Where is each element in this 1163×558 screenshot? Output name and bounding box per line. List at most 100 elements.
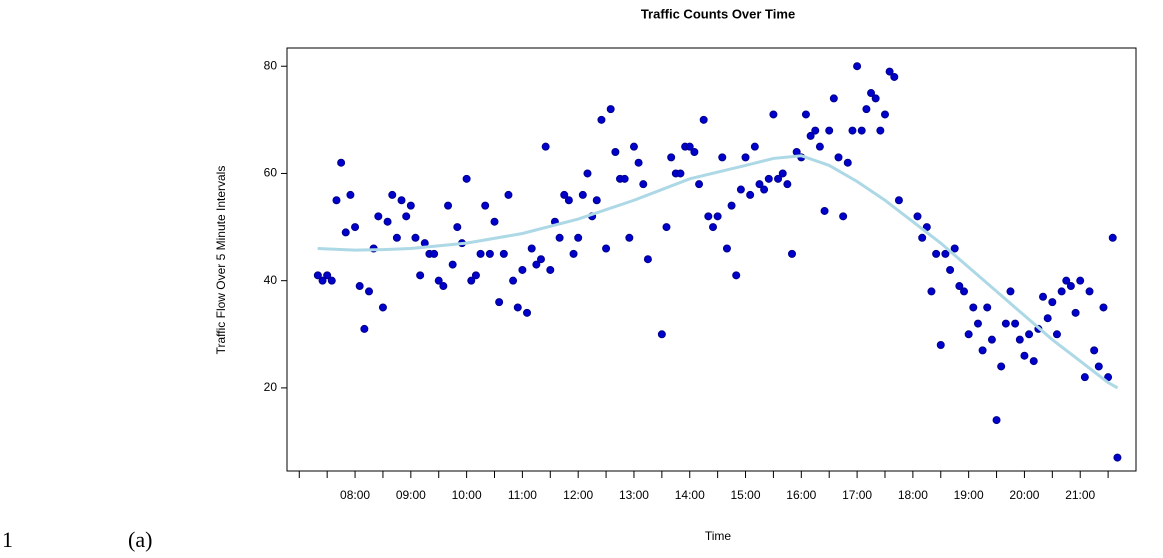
point — [853, 62, 862, 71]
point — [1043, 314, 1052, 323]
point — [532, 260, 541, 269]
chart-title: Traffic Counts Over Time — [641, 6, 795, 21]
point — [806, 131, 815, 140]
point — [750, 142, 759, 151]
point — [448, 260, 457, 269]
point — [732, 271, 741, 280]
point — [880, 110, 889, 119]
point — [992, 416, 1001, 425]
point — [388, 190, 397, 199]
point — [327, 276, 336, 285]
point — [1011, 319, 1020, 328]
point — [606, 105, 615, 114]
point — [834, 153, 843, 162]
y-tick-label: 60 — [264, 166, 278, 180]
point — [351, 223, 360, 232]
point — [829, 94, 838, 103]
point — [643, 255, 652, 264]
point — [1085, 287, 1094, 296]
point — [1066, 282, 1075, 291]
y-tick-label: 20 — [264, 380, 278, 394]
point — [499, 249, 508, 258]
point — [1039, 292, 1048, 301]
point — [444, 201, 453, 210]
point — [495, 298, 504, 307]
point — [476, 249, 485, 258]
point — [736, 185, 745, 194]
point — [978, 346, 987, 355]
point — [894, 196, 903, 205]
point — [801, 110, 810, 119]
point — [1052, 330, 1061, 339]
point — [778, 169, 787, 178]
point — [857, 126, 866, 135]
point — [1020, 351, 1029, 360]
x-tick-label: 10:00 — [452, 488, 482, 502]
point — [397, 196, 406, 205]
x-tick-label: 15:00 — [731, 488, 761, 502]
point — [704, 212, 713, 221]
point — [1071, 308, 1080, 317]
point — [774, 174, 783, 183]
point — [583, 169, 592, 178]
point — [950, 244, 959, 253]
point — [569, 249, 578, 258]
point — [932, 249, 941, 258]
point — [876, 126, 885, 135]
point — [341, 228, 350, 237]
point — [699, 115, 708, 124]
point — [364, 287, 373, 296]
point — [885, 67, 894, 76]
point — [936, 341, 945, 350]
point — [918, 233, 927, 242]
point — [546, 265, 555, 274]
x-tick-label: 09:00 — [396, 488, 426, 502]
point — [346, 190, 355, 199]
plot-frame — [286, 47, 1137, 472]
point — [323, 271, 332, 280]
point — [676, 169, 685, 178]
figure-number: 1 — [2, 527, 13, 552]
point — [1113, 453, 1122, 462]
point — [467, 276, 476, 285]
point — [378, 303, 387, 312]
point — [462, 174, 471, 183]
point — [871, 94, 880, 103]
x-tick-label: 16:00 — [786, 488, 816, 502]
point — [471, 271, 480, 280]
point — [727, 201, 736, 210]
point — [1094, 362, 1103, 371]
x-tick-label: 12:00 — [563, 488, 593, 502]
point — [1057, 287, 1066, 296]
point — [536, 255, 545, 264]
point — [541, 142, 550, 151]
point — [667, 153, 676, 162]
y-tick-label: 80 — [264, 58, 278, 72]
point — [1029, 357, 1038, 366]
point — [523, 308, 532, 317]
point — [713, 212, 722, 221]
point — [1048, 298, 1057, 307]
point — [941, 249, 950, 258]
point — [843, 158, 852, 167]
point — [374, 212, 383, 221]
point — [987, 335, 996, 344]
point — [518, 265, 527, 274]
x-tick-label: 11:00 — [508, 488, 537, 502]
point — [787, 249, 796, 258]
point — [555, 233, 564, 242]
point — [820, 206, 829, 215]
point — [485, 249, 494, 258]
point — [964, 330, 973, 339]
point — [629, 142, 638, 151]
point — [955, 282, 964, 291]
point — [997, 362, 1006, 371]
point — [360, 324, 369, 333]
point — [913, 212, 922, 221]
point — [1080, 373, 1089, 382]
point — [973, 319, 982, 328]
point — [620, 174, 629, 183]
point — [434, 276, 443, 285]
point — [927, 287, 936, 296]
